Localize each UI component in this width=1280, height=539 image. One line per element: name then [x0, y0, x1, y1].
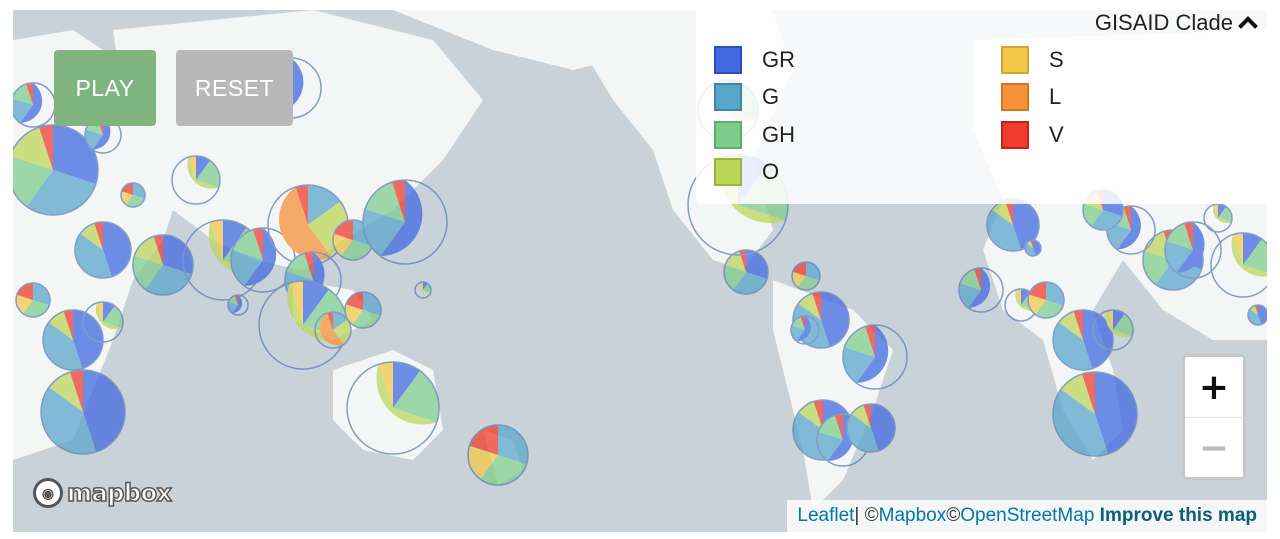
osm-link[interactable]: OpenStreetMap	[960, 505, 1095, 526]
improve-map-link[interactable]: Improve this map	[1099, 505, 1257, 526]
clade-pie-outline	[74, 221, 132, 279]
legend-toggle[interactable]: GISAID Clade	[1094, 10, 1258, 36]
legend-swatch	[1001, 121, 1029, 149]
clade-pie-outline	[467, 424, 529, 486]
attribution-separator: | ©	[854, 505, 879, 526]
clade-pie-outline	[42, 309, 104, 371]
attribution-copy: ©	[946, 505, 961, 526]
legend-title: GISAID Clade	[1094, 10, 1233, 35]
mapbox-logo[interactable]: ◉ mapbox	[33, 478, 173, 508]
clade-pie-outline	[1247, 304, 1267, 326]
legend-item-gr: GR	[714, 46, 795, 74]
reset-button[interactable]: RESET	[176, 50, 293, 126]
clade-pie-outline	[846, 403, 896, 453]
legend-swatch	[1001, 83, 1029, 111]
legend-swatch	[714, 83, 742, 111]
clade-pie-outline	[40, 369, 126, 455]
mapbox-link[interactable]: Mapbox	[878, 505, 947, 526]
mapbox-wordmark: mapbox	[66, 478, 173, 508]
zoom-out-button[interactable]: −	[1198, 427, 1230, 469]
clade-pie-outline	[958, 267, 1004, 313]
legend-item-o: O	[714, 158, 779, 186]
legend-item-v: V	[1001, 121, 1064, 149]
clade-pie-outline	[791, 261, 821, 291]
clade-pie-outline	[1052, 309, 1114, 371]
clade-pie-outline	[1092, 309, 1134, 351]
attribution-bar: Leaflet | © Mapbox © OpenStreetMap Impro…	[787, 500, 1267, 532]
clade-pie-outline	[314, 311, 352, 349]
clade-pie-marker[interactable]	[420, 281, 432, 293]
legend-label: V	[1049, 122, 1064, 147]
clade-pie-outline	[227, 294, 249, 316]
clade-pie-outline	[120, 182, 146, 208]
legend-label: O	[762, 159, 780, 184]
clade-pie-outline	[1052, 371, 1138, 457]
legend-item-l: L	[1001, 83, 1061, 111]
clade-pie-outline	[346, 361, 440, 455]
clade-pie-outline	[82, 301, 124, 343]
clade-pie-outline	[414, 281, 432, 299]
clade-pie-outline	[362, 179, 448, 265]
zoom-in-button[interactable]: +	[1185, 357, 1243, 418]
chevron-up-icon	[1238, 16, 1258, 36]
legend-panel: GISAID Clade GR G GH O S L V	[696, 10, 1267, 204]
legend-label: G	[762, 84, 780, 109]
legend-label: S	[1049, 47, 1064, 72]
clade-pie-outline	[344, 291, 382, 329]
clade-pie-outline	[842, 324, 908, 390]
legend-item-s: S	[1001, 46, 1064, 74]
clade-pie-outline	[723, 249, 769, 295]
clade-pie-outline	[13, 124, 99, 216]
clade-pie-outline	[132, 234, 194, 296]
leaflet-link[interactable]: Leaflet	[797, 505, 855, 526]
clade-pie-outline	[1027, 281, 1065, 319]
legend-label: L	[1049, 84, 1062, 109]
clade-pie-outline	[1203, 203, 1233, 233]
legend-item-gh: GH	[714, 121, 795, 149]
clade-pie-outline	[790, 315, 820, 345]
mapbox-icon: ◉	[33, 478, 63, 508]
legend-label: GH	[762, 122, 795, 147]
clade-pie-outline	[171, 155, 221, 205]
clade-pie-outline	[1024, 239, 1042, 257]
clade-pie-marker[interactable]	[958, 268, 991, 308]
clade-pie-outline	[792, 291, 850, 349]
play-button[interactable]: PLAY	[54, 50, 156, 126]
legend-label: GR	[762, 47, 795, 72]
map-canvas[interactable]: PLAY RESET GISAID Clade GR G GH O S L	[13, 10, 1267, 532]
legend-swatch	[714, 46, 742, 74]
legend-item-g: G	[714, 83, 779, 111]
legend-swatch	[714, 158, 742, 186]
zoom-control: + −	[1182, 354, 1246, 480]
clade-pie-outline	[1210, 232, 1267, 298]
legend-swatch	[714, 121, 742, 149]
legend-swatch	[1001, 46, 1029, 74]
clade-pie-outline	[1164, 221, 1222, 279]
clade-pie-outline	[15, 282, 51, 318]
